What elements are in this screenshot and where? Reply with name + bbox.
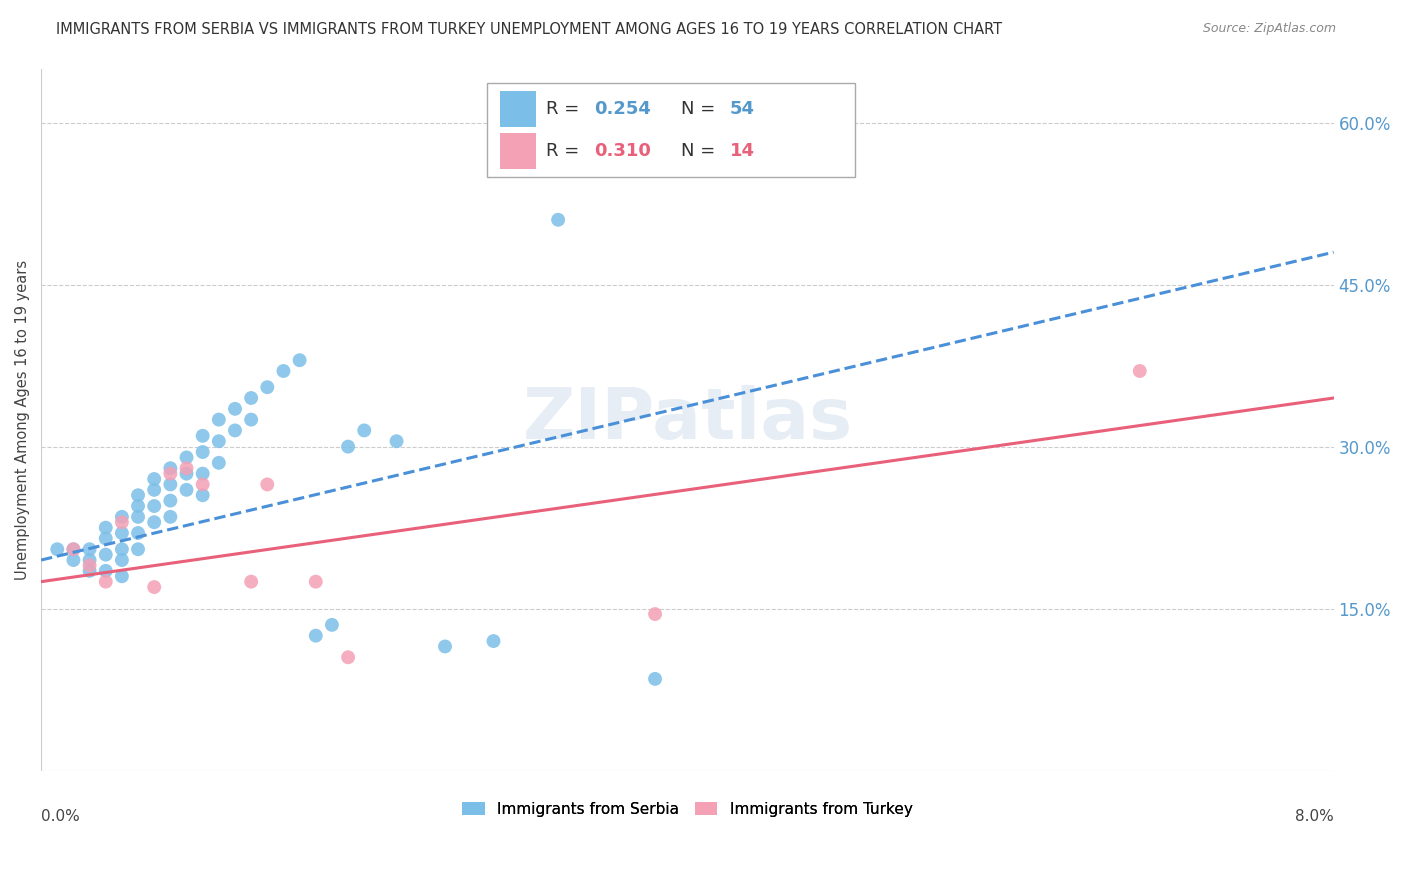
Point [111,515,134,529]
Point [208,434,231,449]
Point [159,467,181,481]
Point [256,477,278,491]
Point [176,483,198,497]
Point [94,564,117,578]
Point [208,412,231,426]
Point [321,618,343,632]
Point [94,574,117,589]
Point [288,353,311,368]
Point [240,412,263,426]
Text: N =: N = [681,100,721,118]
Y-axis label: Unemployment Among Ages 16 to 19 years: Unemployment Among Ages 16 to 19 years [15,260,30,580]
Point [111,526,134,541]
Point [62,542,84,557]
Text: Source: ZipAtlas.com: Source: ZipAtlas.com [1202,22,1336,36]
Point [159,493,181,508]
Text: 54: 54 [730,100,755,118]
Point [305,574,328,589]
Point [482,634,505,648]
Point [79,558,101,573]
Text: 0.310: 0.310 [595,142,651,160]
Point [353,424,375,438]
Point [79,553,101,567]
Point [159,477,181,491]
Point [224,424,246,438]
Point [127,499,149,513]
Point [143,580,166,594]
Text: 0.254: 0.254 [595,100,651,118]
Point [111,569,134,583]
Point [127,488,149,502]
Text: 8.0%: 8.0% [1295,809,1334,824]
Point [111,553,134,567]
Point [159,509,181,524]
Text: R =: R = [547,100,585,118]
Point [111,542,134,557]
Point [224,401,246,416]
Bar [501,133,536,169]
Point [62,542,84,557]
Point [337,440,360,454]
Point [127,526,149,541]
Point [1129,364,1152,378]
Point [191,467,214,481]
Text: IMMIGRANTS FROM SERBIA VS IMMIGRANTS FROM TURKEY UNEMPLOYMENT AMONG AGES 16 TO 1: IMMIGRANTS FROM SERBIA VS IMMIGRANTS FRO… [56,22,1002,37]
Point [273,364,295,378]
Point [547,212,569,227]
Point [256,380,278,394]
Bar [501,91,536,128]
Point [208,456,231,470]
Point [191,429,214,443]
Point [94,532,117,546]
Point [111,509,134,524]
Text: N =: N = [681,142,721,160]
Text: ZIPatlas: ZIPatlas [522,385,852,454]
Point [176,467,198,481]
Point [79,564,101,578]
Point [127,542,149,557]
Point [143,515,166,529]
Point [305,629,328,643]
Point [434,640,457,654]
Point [644,607,666,621]
Point [191,445,214,459]
Point [79,542,101,557]
Point [385,434,408,449]
Point [191,477,214,491]
Text: 14: 14 [730,142,755,160]
Point [127,509,149,524]
Point [240,574,263,589]
Point [143,483,166,497]
Point [62,553,84,567]
Text: R =: R = [547,142,585,160]
Text: 0.0%: 0.0% [41,809,80,824]
Legend: Immigrants from Serbia, Immigrants from Turkey: Immigrants from Serbia, Immigrants from … [456,796,918,822]
Point [176,450,198,465]
Point [240,391,263,405]
Point [191,488,214,502]
Point [176,461,198,475]
Point [143,499,166,513]
Bar [486,83,855,178]
Point [143,472,166,486]
Point [94,548,117,562]
Point [94,521,117,535]
Point [644,672,666,686]
Point [159,461,181,475]
Point [337,650,360,665]
Point [46,542,69,557]
